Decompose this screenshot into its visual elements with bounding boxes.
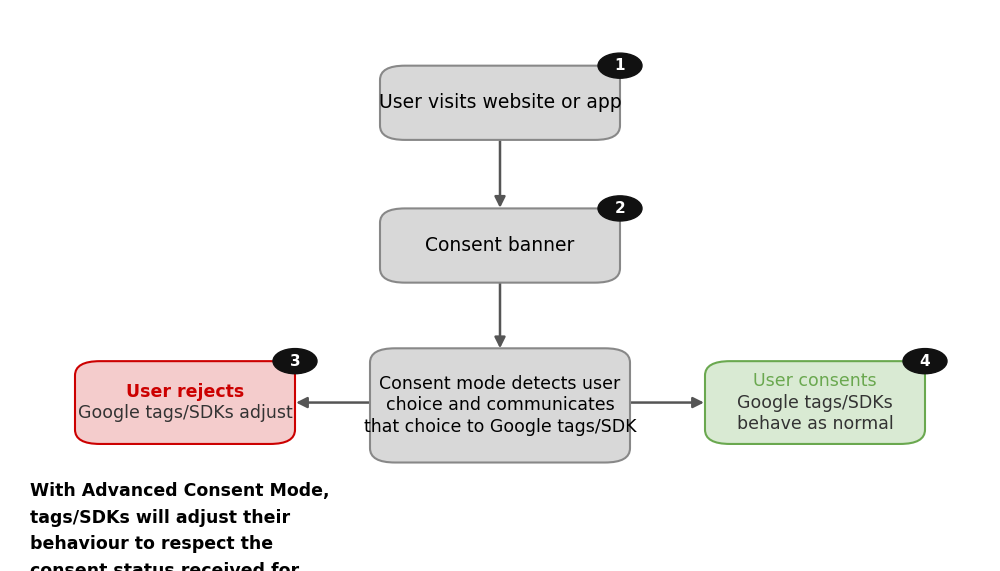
Text: 1: 1	[615, 58, 625, 73]
Circle shape	[903, 348, 947, 374]
Text: 2: 2	[615, 201, 625, 216]
Circle shape	[598, 53, 642, 78]
Circle shape	[273, 348, 317, 374]
Circle shape	[598, 196, 642, 221]
Text: User visits website or app: User visits website or app	[379, 93, 621, 112]
Text: Consent banner: Consent banner	[425, 236, 575, 255]
Text: choice and communicates: choice and communicates	[386, 396, 614, 415]
Text: User consents: User consents	[753, 372, 877, 390]
FancyBboxPatch shape	[370, 348, 630, 463]
Text: Consent mode detects user: Consent mode detects user	[379, 375, 621, 393]
Text: Google tags/SDKs adjust: Google tags/SDKs adjust	[78, 404, 292, 423]
Text: 3: 3	[290, 353, 300, 369]
Text: Google tags/SDKs: Google tags/SDKs	[737, 393, 893, 412]
Text: behave as normal: behave as normal	[737, 415, 893, 433]
FancyBboxPatch shape	[705, 361, 925, 444]
Text: User rejects: User rejects	[126, 383, 244, 401]
FancyBboxPatch shape	[380, 66, 620, 140]
Text: With Advanced Consent Mode,
tags/SDKs will adjust their
behaviour to respect the: With Advanced Consent Mode, tags/SDKs wi…	[30, 482, 330, 571]
Text: that choice to Google tags/SDK: that choice to Google tags/SDK	[364, 418, 636, 436]
Text: 4: 4	[920, 353, 930, 369]
FancyBboxPatch shape	[380, 208, 620, 283]
FancyBboxPatch shape	[75, 361, 295, 444]
